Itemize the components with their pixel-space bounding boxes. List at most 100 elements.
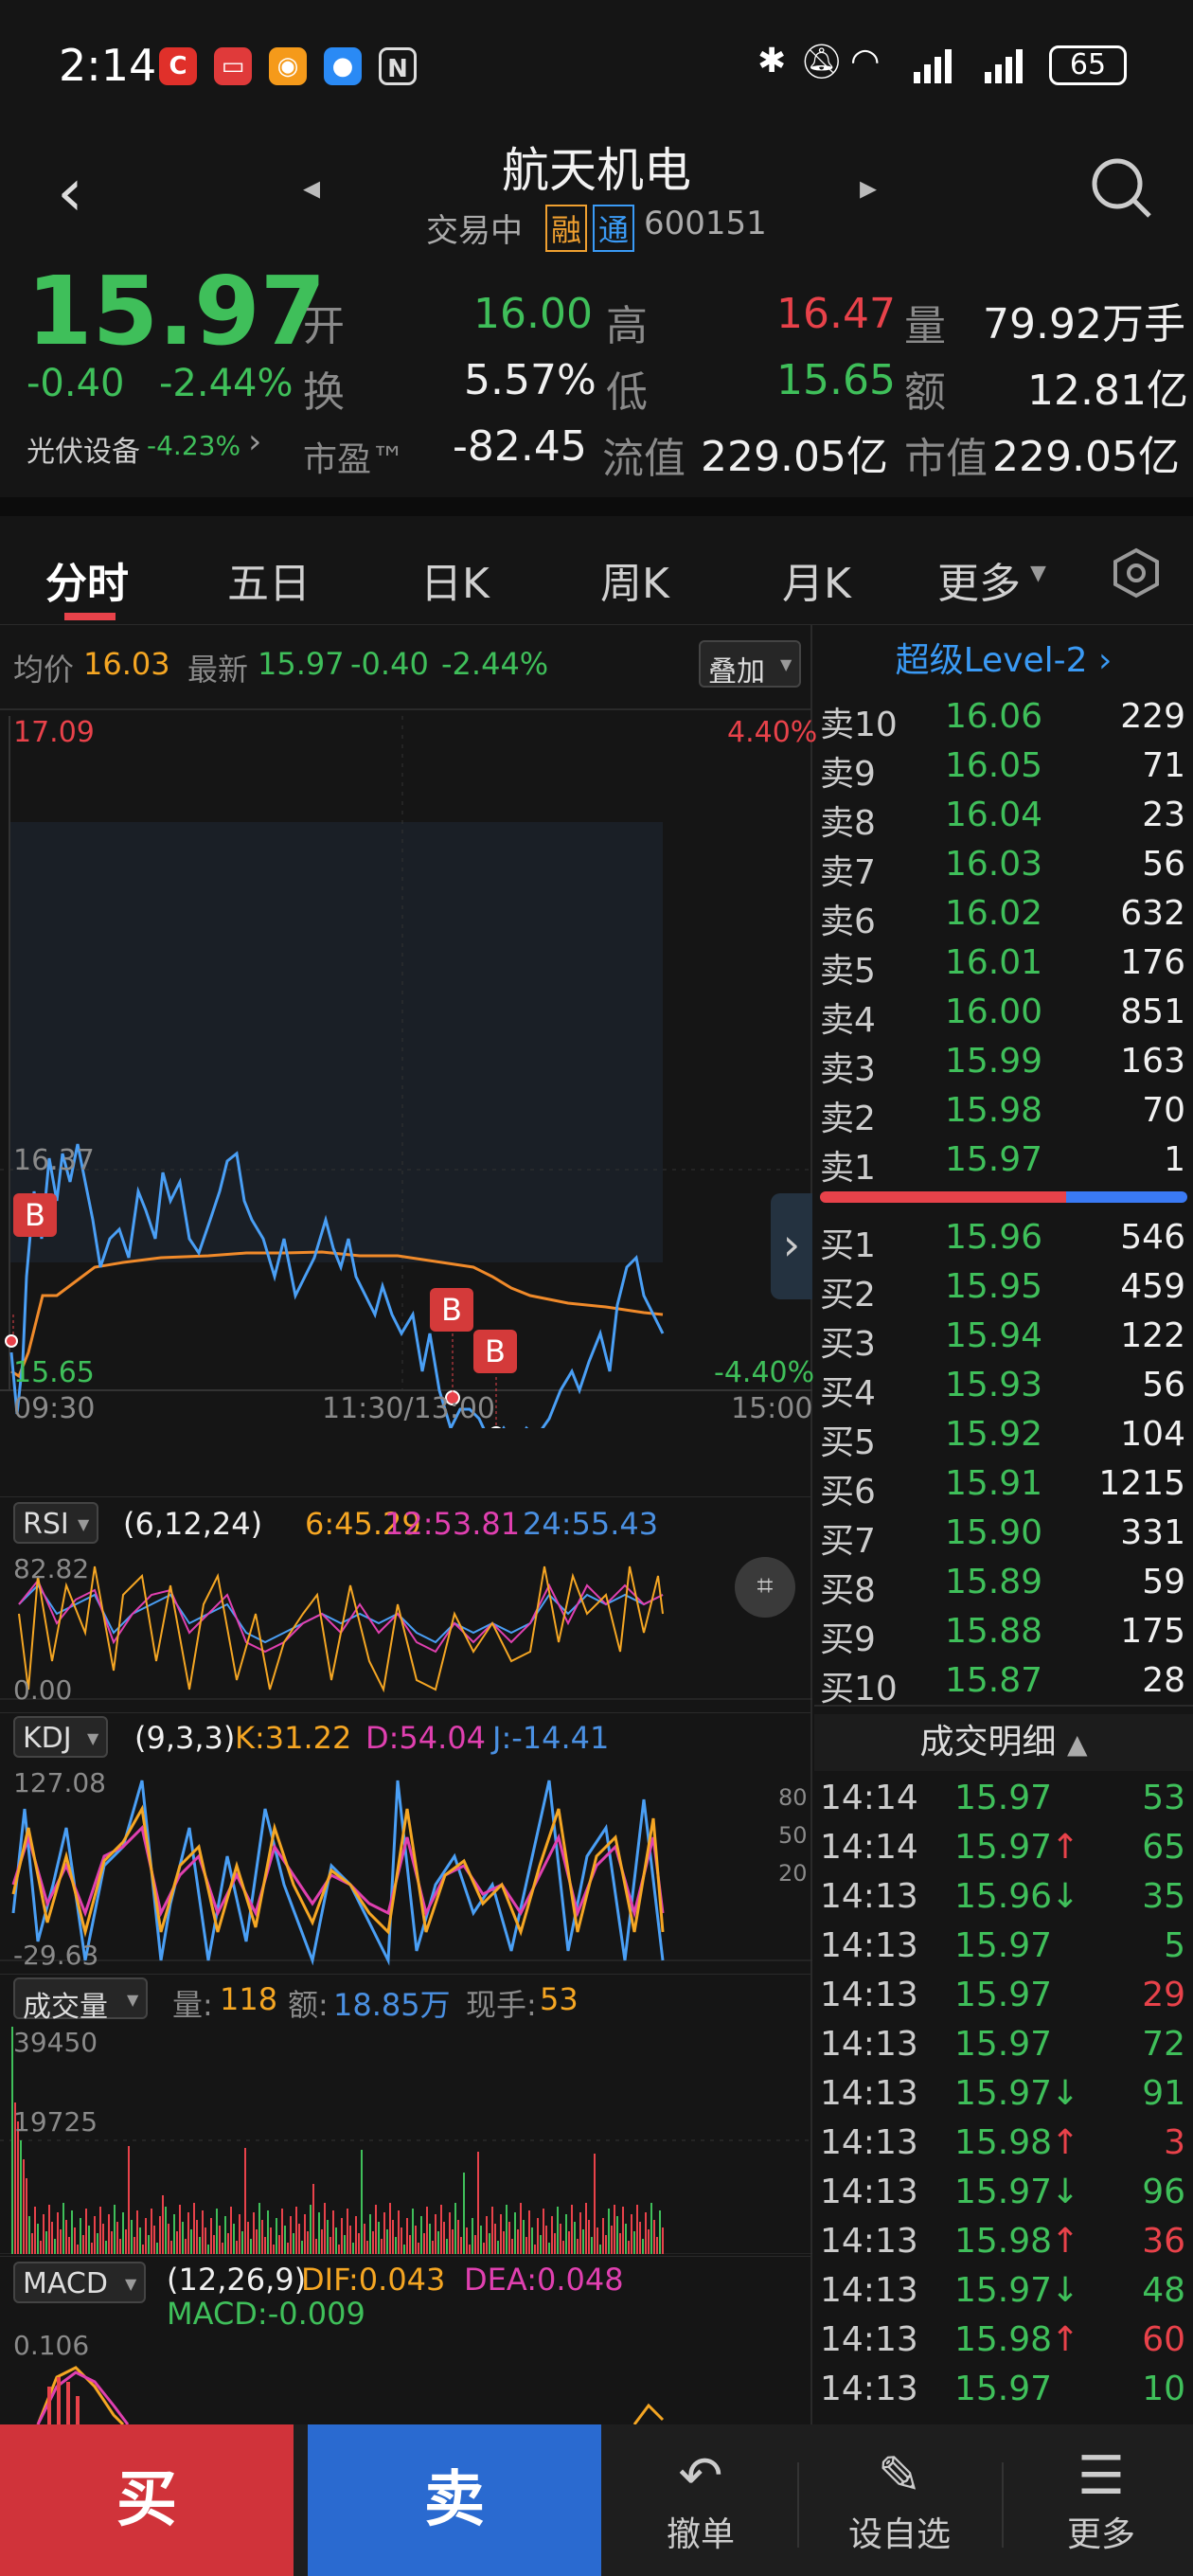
volume-chart[interactable]: 39450 19725 (0, 1989, 812, 2255)
cancel-order-button[interactable]: ↶ 撤单 (615, 2424, 786, 2576)
add-watchlist-button[interactable]: ✎ 设自选 (805, 2424, 994, 2576)
volume-bar (497, 2241, 499, 2254)
tab-weekly-k[interactable]: 周K (600, 560, 669, 608)
kdj-20-label: 20 (778, 1860, 808, 1887)
bid-row[interactable]: 买8 15.89 59 (814, 1557, 1193, 1610)
volume-bar (216, 2209, 218, 2254)
overlay-caret-icon: ▼ (780, 655, 792, 673)
expand-orderbook-icon[interactable]: › (771, 1193, 812, 1299)
bid-row[interactable]: 买5 15.92 104 (814, 1409, 1193, 1462)
tab-more-caret-icon[interactable]: ▼ (1030, 562, 1046, 585)
bid-row[interactable]: 买10 15.87 28 (814, 1655, 1193, 1708)
volume-bar (440, 2205, 442, 2254)
tab-intraday[interactable]: 分时 (45, 560, 129, 608)
next-stock-icon[interactable]: ▸ (860, 169, 878, 207)
fullscreen-icon[interactable]: ⌗ (735, 1557, 795, 1618)
volume-bar (591, 2237, 593, 2254)
trade-tick-row: 14:14 15.97 53 (814, 1773, 1193, 1822)
rsi-selector[interactable]: RSI ▼ (13, 1502, 98, 1544)
search-icon[interactable] (1089, 155, 1155, 225)
level-price: 16.03 (945, 845, 1043, 884)
macd-chart[interactable]: 0.106 (0, 2330, 812, 2426)
sector-chevron-icon[interactable]: › (248, 422, 262, 461)
level-label: 卖10 (820, 706, 898, 744)
kdj-j-value: J:-14.41 (492, 1720, 610, 1756)
volume-indicator-label: 成交量 (23, 1991, 108, 2024)
volume-bar (273, 2245, 275, 2254)
kdj-selector[interactable]: KDJ ▼ (13, 1716, 108, 1758)
ask-row[interactable]: 卖5 16.01 176 (814, 938, 1193, 991)
ask-row[interactable]: 卖7 16.03 56 (814, 839, 1193, 892)
bid-row[interactable]: 买3 15.94 122 (814, 1311, 1193, 1364)
ask-row[interactable]: 卖4 16.00 851 (814, 987, 1193, 1040)
volume-bar (443, 2222, 445, 2254)
sell-button[interactable]: 卖 (308, 2424, 601, 2576)
volume-bar (560, 2224, 561, 2254)
level2-link[interactable]: 超级Level-2 › (814, 633, 1193, 689)
more-button[interactable]: ☰ 更多 (1009, 2424, 1193, 2576)
trade-tick-row: 14:13 15.97 ↓ 91 (814, 2068, 1193, 2118)
volume-bar (125, 2229, 127, 2254)
tab-daily-k[interactable]: 日K (420, 560, 490, 608)
volume-selector[interactable]: 成交量 ▼ (13, 1977, 148, 2024)
volume-bar (432, 2241, 434, 2254)
volume-bar (270, 2227, 272, 2254)
tick-price: 15.97 (954, 2370, 1053, 2408)
bid-row[interactable]: 买2 15.95 459 (814, 1261, 1193, 1315)
intraday-chart[interactable]: B B B › 17.09 4.40% 16.37 15.65 -4.40% 0… (0, 708, 817, 1451)
volume-bar (57, 2212, 59, 2254)
bid-row[interactable]: 买7 15.90 331 (814, 1508, 1193, 1561)
volume-bar (68, 2237, 70, 2254)
rsi-chart[interactable]: 82.82 0.00 ⌗ (0, 1553, 812, 1708)
volume-bar (31, 2233, 33, 2254)
settings-hex-icon[interactable] (1110, 546, 1163, 603)
volume-bar (611, 2226, 613, 2254)
level2-chevron-icon: › (1097, 641, 1113, 680)
overlay-button[interactable]: 叠加 ▼ (699, 640, 801, 689)
ask-row[interactable]: 卖2 15.98 70 (814, 1085, 1193, 1138)
trade-tick-row: 14:13 15.97 ↓ 48 (814, 2265, 1193, 2315)
volume-bar (295, 2207, 297, 2254)
buy-marker[interactable]: B (13, 1193, 57, 1237)
ask-row[interactable]: 卖9 16.05 71 (814, 741, 1193, 794)
volume-bar (352, 2243, 354, 2254)
back-chevron-icon[interactable]: ‹ (57, 153, 83, 231)
volume-bar (381, 2239, 383, 2254)
sector-name[interactable]: 光伏设备 (27, 436, 140, 469)
ask-row[interactable]: 卖6 16.02 632 (814, 888, 1193, 941)
volume-bar (290, 2216, 292, 2254)
macd-selector[interactable]: MACD ▼ (13, 2262, 146, 2303)
tick-direction-icon: ↑ (1051, 1828, 1080, 1867)
tick-qty: 10 (1142, 2370, 1185, 2408)
bid-row[interactable]: 买4 15.93 56 (814, 1360, 1193, 1413)
volume-bar (463, 2173, 465, 2254)
kdj-chart[interactable]: 127.08 -29.63 80 50 20 (0, 1767, 812, 1971)
bid-row[interactable]: 买9 15.88 175 (814, 1606, 1193, 1659)
kdj-top-label: 127.08 (13, 1767, 106, 1798)
battery-level: 65 (1069, 48, 1107, 81)
prev-stock-icon[interactable]: ◂ (303, 169, 321, 207)
tab-five-day[interactable]: 五日 (227, 560, 311, 608)
bid-row[interactable]: 买6 15.91 1215 (814, 1458, 1193, 1512)
divider (0, 1496, 812, 1497)
ask-row[interactable]: 卖10 16.06 229 (814, 691, 1193, 744)
volume-bar (645, 2212, 647, 2254)
bid-row[interactable]: 买1 15.96 546 (814, 1212, 1193, 1265)
volume-bar (389, 2203, 391, 2254)
level-price: 16.00 (945, 993, 1043, 1031)
tab-more[interactable]: 更多 (937, 560, 1021, 608)
buy-marker[interactable]: B (473, 1330, 517, 1373)
level-price: 15.94 (945, 1316, 1043, 1355)
ask-row[interactable]: 卖1 15.97 1 (814, 1135, 1193, 1188)
volume-bar (168, 2224, 169, 2254)
rsi-top-label: 82.82 (13, 1553, 90, 1584)
ask-row[interactable]: 卖3 15.99 163 (814, 1036, 1193, 1089)
volume-bar (506, 2205, 507, 2254)
tab-monthly-k[interactable]: 月K (782, 560, 851, 608)
buy-button[interactable]: 买 (0, 2424, 294, 2576)
trade-detail-header[interactable]: 成交明细 ▲ (814, 1714, 1193, 1771)
volume-bar (420, 2216, 422, 2254)
volume-bar (596, 2227, 598, 2254)
buy-marker[interactable]: B (430, 1288, 473, 1332)
ask-row[interactable]: 卖8 16.04 23 (814, 790, 1193, 843)
